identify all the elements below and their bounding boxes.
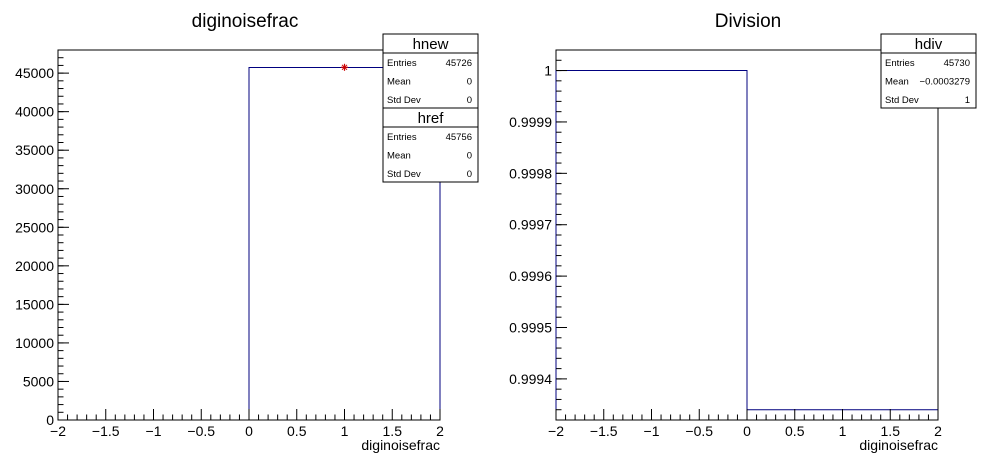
y-tick-label: 1	[544, 63, 552, 79]
series-href-marker	[341, 63, 348, 71]
stats-row-value: 0	[467, 77, 472, 88]
stats-box-frame	[382, 33, 479, 109]
x-tick-label: −0.5	[685, 423, 713, 439]
chart-title: diginoisefrac	[192, 11, 299, 32]
x-tick-label: 2	[934, 423, 942, 439]
chart-title: Division	[715, 11, 782, 32]
y-tick-label: 5000	[23, 373, 54, 389]
y-tick-label: 0.9995	[509, 320, 552, 336]
x-tick-label: 1	[839, 423, 847, 439]
y-tick-label: 0	[46, 412, 54, 428]
y-tick-label: 0.9997	[509, 217, 552, 233]
stats-row-value: 45756	[446, 132, 472, 143]
stats-row-label: Entries	[885, 58, 915, 69]
y-tick-label: 15000	[15, 296, 54, 312]
x-tick-label: −2	[548, 423, 564, 439]
marker-stroke-d2	[341, 64, 348, 71]
x-tick-label: 0	[743, 423, 751, 439]
stats-row-label: Mean	[885, 77, 909, 88]
y-tick-label: 45000	[15, 65, 54, 81]
series-hdiv-histogram	[555, 70, 939, 420]
x-tick-label: 0	[245, 423, 253, 439]
y-tick-label: 40000	[15, 104, 54, 120]
y-tick-label: 0.9998	[509, 165, 552, 181]
stats-row-label: Entries	[387, 58, 417, 69]
y-tick-label: 0.9996	[509, 268, 552, 284]
y-tick-label: 20000	[15, 258, 54, 274]
stats-box-frame	[880, 33, 977, 109]
stats-box-frame	[382, 107, 479, 183]
stats-row-value: 45730	[944, 58, 970, 69]
stats-row-label: Std Dev	[387, 169, 421, 180]
x-tick-label: −1.5	[92, 423, 120, 439]
x-axis-label: diginoisefrac	[859, 437, 938, 453]
stats-box-title: hnew	[413, 36, 449, 53]
stats-row-label: Entries	[387, 132, 417, 143]
stats-box-hnew: hnew Entries 45726 Mean 0 Std Dev 0	[382, 33, 479, 109]
y-tick-label: 25000	[15, 219, 54, 235]
stats-row-label: Mean	[387, 151, 411, 162]
x-tick-label: 1	[341, 423, 349, 439]
histogram-pad-2: Division −2 −1.5 −1 −0.5 0 0.5 1 1.5 2 0.9994 0.999…	[509, 11, 977, 453]
stats-row-label: Std Dev	[885, 95, 919, 106]
x-tick-label: −1.5	[590, 423, 618, 439]
x-tick-label: −1	[644, 423, 660, 439]
stats-row-value: 0	[467, 95, 472, 106]
stats-box-title: hdiv	[915, 36, 943, 53]
x-tick-label: 1.5	[383, 423, 403, 439]
stats-row-value: 1	[965, 95, 970, 106]
stats-row-value: 45726	[446, 58, 472, 69]
x-tick-label: 1.5	[881, 423, 901, 439]
x-tick-label: 0.5	[785, 423, 805, 439]
y-tick-label: 30000	[15, 181, 54, 197]
x-tick-label: −0.5	[187, 423, 215, 439]
x-tick-label: −2	[50, 423, 66, 439]
stats-box-title: href	[418, 110, 445, 127]
y-tick-label: 0.9994	[509, 371, 552, 387]
stats-row-value: 0	[467, 169, 472, 180]
x-tick-label: 2	[436, 423, 444, 439]
x-axis-label: diginoisefrac	[361, 437, 440, 453]
x-tick-label: −1	[146, 423, 162, 439]
y-tick-label: 35000	[15, 142, 54, 158]
histogram-pad-1: diginoisefrac −2 −1.5 −1 −0.5 0 0.5 1 1.5 2 0 5000 1…	[15, 11, 479, 453]
stats-row-value: −0.0003279	[920, 77, 970, 88]
y-tick-label: 0.9999	[509, 114, 552, 130]
y-tick-label: 10000	[15, 335, 54, 351]
stats-row-label: Std Dev	[387, 95, 421, 106]
x-tick-label: 0.5	[287, 423, 307, 439]
stats-row-value: 0	[467, 151, 472, 162]
stats-row-label: Mean	[387, 77, 411, 88]
